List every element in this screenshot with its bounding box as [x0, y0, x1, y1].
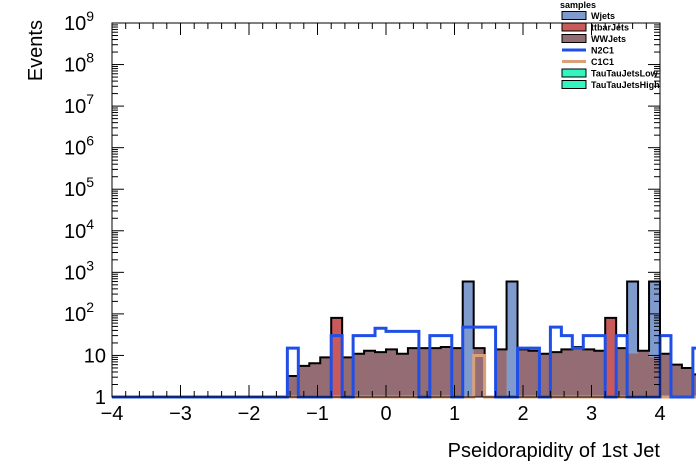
wwjets-bar: [670, 364, 682, 397]
x-tick-label: 2: [517, 403, 528, 425]
y-tick-label: 107: [64, 91, 94, 118]
y-tick-label: 106: [64, 133, 94, 160]
y-tick-label: 10: [84, 345, 106, 367]
wwjets-bar: [287, 376, 299, 397]
y-tick-label: 109: [64, 8, 94, 35]
tick-labels: −4 −3 −2 −1 0 1 2 3 4 1 10 102 103 104 105 106 107 108 109: [64, 8, 666, 425]
legend-entry: ttbarJets: [561, 22, 629, 33]
legend-swatch: [561, 11, 587, 20]
legend-entry: TauTauJetsLow: [561, 68, 659, 79]
wwjets-bar: [627, 353, 639, 397]
wwjets-bar: [320, 357, 332, 397]
ttbarjets-bar: [605, 317, 617, 397]
wjets-bar: [649, 281, 660, 397]
wwjets-bar: [539, 353, 551, 397]
legend-entry: WWJets: [561, 34, 626, 44]
wwjets-bar: [616, 348, 628, 397]
x-tick-label: −4: [101, 403, 124, 425]
legend-swatch: [561, 22, 587, 32]
wwjets-bar: [396, 353, 408, 397]
y-tick-label: 105: [64, 174, 94, 201]
wwjets-bar: [342, 357, 354, 397]
axis-ticks: [111, 22, 661, 398]
wwjets-bar: [572, 346, 584, 397]
wwjets-bar: [418, 348, 430, 397]
stacked-bars: [112, 280, 696, 398]
x-tick-label: 4: [654, 403, 665, 425]
wwjets-bar: [429, 348, 441, 397]
wjets-bar: [627, 281, 639, 397]
wwjets-bar: [451, 348, 463, 397]
n2c1-line: [112, 325, 696, 399]
x-axis-title: Pseidorapidity of 1st Jet: [448, 440, 661, 462]
y-tick-label: 108: [64, 50, 94, 77]
legend-entry: C1C1: [562, 57, 614, 67]
legend-entry: TauTauJetsHigh: [561, 80, 660, 90]
y-tick-label: 103: [64, 257, 94, 284]
wwjets-bar: [638, 350, 650, 397]
wwjets-bar: [692, 374, 696, 397]
wwjets-bar: [681, 367, 693, 397]
wwjets-bar: [561, 349, 573, 397]
legend-label: C1C1: [591, 57, 614, 67]
legend-label: TauTauJetsLow: [591, 69, 659, 79]
legend-label: ttbarJets: [591, 23, 629, 33]
x-tick-label: 1: [449, 403, 460, 425]
x-tick-label: 3: [586, 403, 597, 425]
legend-label: WWJets: [591, 34, 626, 44]
y-axis-title: Events: [25, 20, 47, 81]
wjets-bar: [462, 281, 474, 397]
legend-entry: N2C1: [562, 46, 614, 56]
x-tick-label: −1: [306, 403, 329, 425]
legend-swatch: [561, 34, 587, 43]
wwjets-bar: [375, 352, 386, 397]
x-tick-label: −2: [238, 403, 261, 425]
ttbarjets-bar: [331, 317, 343, 397]
legend-swatch: [561, 80, 587, 89]
wwjets-bar: [517, 349, 529, 397]
legend-label: TauTauJetsHigh: [591, 80, 660, 90]
y-tick-label: 1: [95, 387, 106, 409]
x-tick-label: −3: [169, 403, 192, 425]
wwjets-bar: [298, 365, 310, 397]
legend-label: N2C1: [591, 46, 614, 56]
legend-entry: Wjets: [561, 11, 615, 21]
wwjets-bar: [386, 349, 397, 397]
wwjets-bar: [440, 346, 452, 397]
legend-title: samples: [560, 0, 596, 10]
wjets-bar: [506, 281, 518, 397]
wwjets-bar: [594, 350, 606, 397]
wwjets-bar: [364, 350, 376, 397]
stack-total-outline: [112, 280, 696, 398]
y-tick-label: 102: [64, 299, 94, 326]
wwjets-bar: [550, 352, 562, 397]
wwjets-bar: [660, 353, 671, 397]
legend-label: Wjets: [591, 11, 615, 21]
wwjets-bar: [528, 350, 540, 397]
wwjets-bar: [309, 363, 321, 397]
wwjets-bar: [583, 349, 595, 397]
legend-swatch: [561, 68, 587, 78]
wwjets-bar: [473, 348, 485, 397]
wwjets-bar: [407, 348, 419, 397]
x-tick-label: 0: [380, 403, 391, 425]
wwjets-bar: [353, 353, 365, 397]
wwjets-bar: [495, 349, 507, 397]
y-tick-label: 104: [64, 216, 94, 243]
